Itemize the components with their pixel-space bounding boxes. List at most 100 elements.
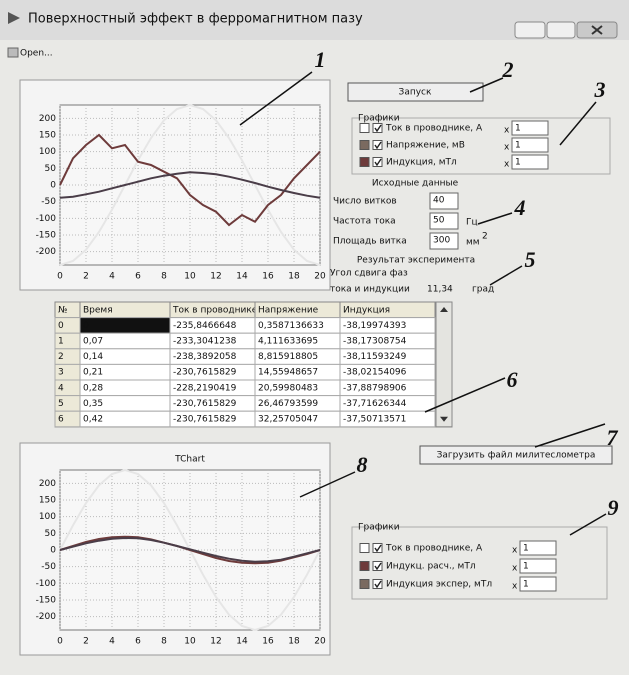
- input-box[interactable]: [429, 212, 459, 230]
- scroll-up[interactable]: [440, 307, 448, 312]
- y-tick-label: 50: [45, 529, 57, 539]
- callout-number: 2: [502, 57, 514, 82]
- header-text: Напряжение: [258, 305, 319, 315]
- x-tick-label: 2: [83, 637, 89, 647]
- checkbox[interactable]: [372, 579, 383, 589]
- cell-text: 2: [58, 352, 64, 362]
- x-tick-label: 18: [288, 272, 300, 282]
- group-box: [351, 526, 608, 600]
- series-color: [359, 140, 370, 150]
- cell-text: -38,19974393: [343, 321, 406, 331]
- scrollbar[interactable]: [435, 301, 453, 428]
- y-tick-label: -100: [36, 214, 57, 224]
- factor-value: 1: [515, 158, 521, 168]
- factor-input[interactable]: [519, 576, 557, 592]
- group-box: [351, 117, 611, 175]
- table-cell[interactable]: [339, 410, 436, 428]
- group-title: Графики: [358, 114, 400, 124]
- line-series: [59, 171, 321, 199]
- series-color: [359, 561, 370, 571]
- load-button[interactable]: [419, 445, 613, 465]
- line-series: [59, 536, 321, 563]
- cell-text: -235,8466648: [173, 321, 237, 331]
- y-tick-label: 150: [39, 131, 56, 141]
- factor-input[interactable]: [511, 120, 549, 136]
- series-color: [359, 543, 370, 553]
- series-color: [359, 123, 370, 133]
- multiplier: x: [512, 582, 518, 592]
- checkbox[interactable]: [372, 543, 383, 553]
- checkbox[interactable]: [372, 157, 383, 167]
- x-tick-label: 8: [161, 272, 167, 282]
- callout-number: 3: [594, 77, 606, 102]
- y-tick-label: 0: [50, 546, 56, 556]
- factor-input[interactable]: [519, 558, 557, 574]
- callout-line: [489, 265, 523, 286]
- cell-text: 0,3587136633: [258, 321, 324, 331]
- minimize-button[interactable]: [514, 21, 546, 39]
- callout-line: [477, 212, 513, 225]
- input-label: Число витков: [333, 197, 397, 207]
- checkbox[interactable]: [372, 561, 383, 571]
- maximize-button[interactable]: [546, 21, 576, 39]
- cell-text: -37,71626344: [343, 399, 407, 409]
- y-tick-label: -150: [36, 596, 57, 606]
- multiplier: x: [504, 143, 510, 153]
- input-box[interactable]: [429, 232, 459, 250]
- check-mark: [374, 580, 382, 589]
- section-title: Результат эксперимента: [357, 256, 475, 266]
- result-value: 11,34: [427, 285, 453, 295]
- x-tick-label: 4: [109, 637, 115, 647]
- cell-text: 0,42: [83, 415, 103, 425]
- section-title: Исходные данные: [372, 179, 459, 189]
- result-unit: град: [472, 285, 494, 295]
- y-tick-label: -200: [36, 612, 57, 622]
- open-icon: [7, 47, 19, 58]
- menu-open[interactable]: Open...: [20, 49, 53, 59]
- table-cell[interactable]: [79, 317, 171, 334]
- input-label: Площадь витка: [333, 237, 407, 247]
- input-value: 40: [433, 196, 445, 206]
- cell-text: -38,02154096: [343, 368, 407, 378]
- scroll-down[interactable]: [440, 416, 448, 422]
- y-tick-label: -200: [36, 247, 57, 257]
- series-label: Ток в проводнике, А: [385, 124, 483, 134]
- input-value: 50: [433, 216, 445, 226]
- header-text: Время: [83, 305, 113, 315]
- x-tick-label: 12: [210, 272, 221, 282]
- group-title: Графики: [358, 523, 400, 533]
- y-tick-label: 200: [39, 479, 56, 489]
- factor-value: 1: [515, 141, 521, 151]
- callout-line: [534, 423, 606, 448]
- x-tick-label: 4: [109, 272, 115, 282]
- series-label: Индукц. расч., мТл: [386, 562, 476, 572]
- run-button[interactable]: [347, 82, 484, 102]
- x-tick-label: 6: [135, 272, 141, 282]
- cell-text: 3: [58, 368, 64, 378]
- factor-input[interactable]: [511, 137, 549, 153]
- input-box[interactable]: [429, 192, 459, 210]
- callout-line: [299, 471, 356, 498]
- check-mark: [374, 544, 382, 553]
- cell-text: -230,7615829: [173, 415, 237, 425]
- check-mark: [374, 141, 382, 150]
- callout-line: [559, 101, 597, 146]
- multiplier: x: [512, 564, 518, 574]
- cell-text: 5: [58, 399, 64, 409]
- multiplier: x: [504, 160, 510, 170]
- factor-input[interactable]: [511, 154, 549, 170]
- series-label: Индукция экспер, мТл: [386, 580, 492, 590]
- callout-line: [424, 377, 506, 413]
- input-unit: Гц: [466, 218, 478, 228]
- factor-input[interactable]: [519, 540, 557, 556]
- x-tick-label: 16: [262, 272, 274, 282]
- result-label: Угол сдвига фаз: [330, 269, 408, 279]
- cell-text: -238,3892058: [173, 352, 237, 362]
- load-button-label: Загрузить файл милитеслометра: [437, 451, 596, 461]
- cell-text: -230,7615829: [173, 368, 237, 378]
- input-sup: 2: [482, 232, 488, 242]
- x-tick-label: 14: [236, 637, 248, 647]
- checkbox[interactable]: [372, 123, 383, 133]
- checkbox[interactable]: [372, 140, 383, 150]
